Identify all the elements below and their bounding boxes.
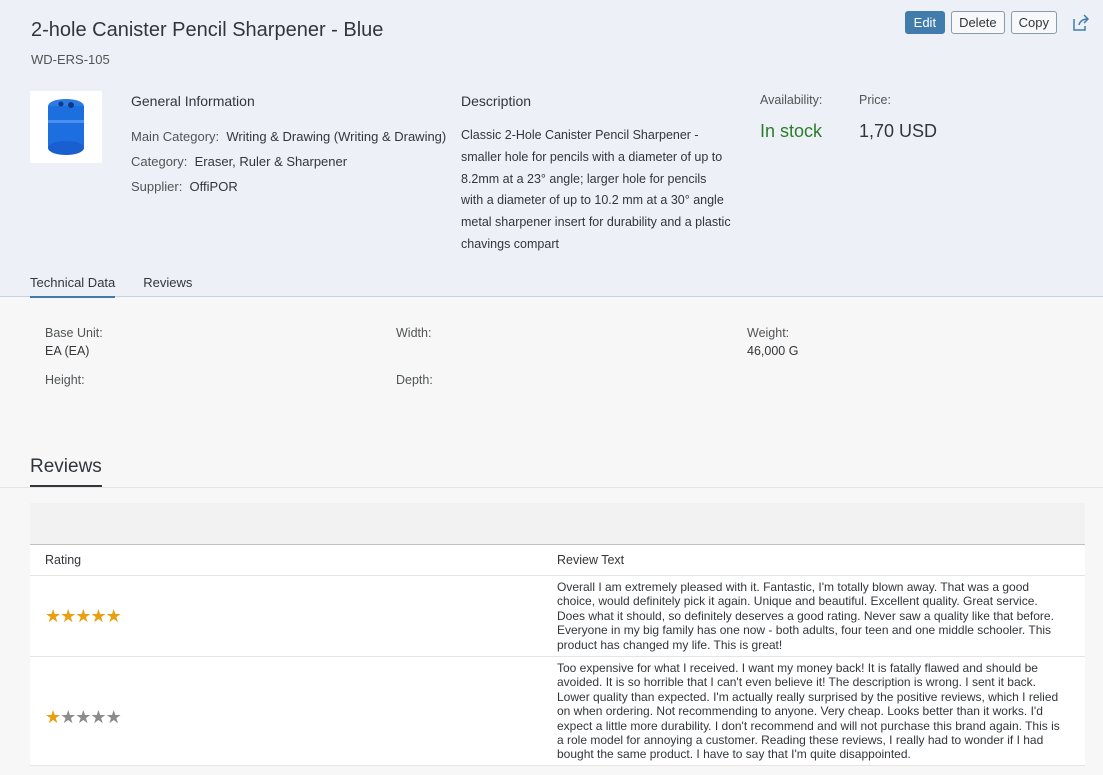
column-header-rating: Rating xyxy=(45,553,82,567)
star-empty-icon: ★ xyxy=(90,706,106,727)
availability-label: Availability: xyxy=(760,93,823,107)
depth-label: Depth: xyxy=(396,373,433,387)
table-toolbar xyxy=(30,503,1085,545)
share-icon[interactable] xyxy=(1071,13,1091,33)
category-value: Eraser, Ruler & Sharpener xyxy=(194,154,348,169)
base-unit-value: EA (EA) xyxy=(45,344,90,358)
price-label: Price: xyxy=(859,93,891,107)
availability-status: In stock xyxy=(760,121,823,141)
star-empty-icon: ★ xyxy=(60,706,76,727)
product-id: WD-ERS-105 xyxy=(31,52,110,67)
page-title: 2-hole Canister Pencil Sharpener - Blue xyxy=(31,19,384,41)
tab-reviews[interactable]: Reviews xyxy=(143,275,193,290)
star-filled-icon: ★ xyxy=(105,605,122,626)
height-label: Height: xyxy=(45,373,85,387)
price-value: 1,70 USD xyxy=(859,121,938,141)
main-category-label: Main Category: xyxy=(131,129,220,144)
review-text: Overall I am extremely pleased with it. … xyxy=(557,580,1054,652)
width-label: Width: xyxy=(396,326,432,340)
reviews-table: Rating Review Text ★ ★ ★ ★ ★ Overall I am ex… xyxy=(30,503,1085,766)
reviews-heading: Reviews xyxy=(30,456,102,487)
star-empty-icon: ★ xyxy=(75,706,91,727)
weight-value: 46,000 G xyxy=(747,344,799,358)
tab-technical-data[interactable]: Technical Data xyxy=(30,275,116,298)
object-header: 2-hole Canister Pencil Sharpener - Blue … xyxy=(0,0,1103,298)
table-row: ★ ★ ★ ★ ★ Overall I am extremely pleased wit… xyxy=(30,576,1085,657)
product-image xyxy=(30,91,102,163)
base-unit-label: Base Unit: xyxy=(45,326,103,340)
supplier-value: OffiPOR xyxy=(189,179,238,194)
main-category-value: Writing & Drawing (Writing & Drawing) xyxy=(226,129,447,144)
category-label: Category: xyxy=(131,154,188,169)
star-filled-icon: ★ xyxy=(75,605,91,626)
delete-button[interactable]: Delete xyxy=(951,11,1005,34)
technical-data-section: Base Unit: EA (EA) Width: Weight: 46,000… xyxy=(0,297,1103,427)
rating-stars: ★ ★ ★ ★ ★ xyxy=(30,657,542,765)
description-text: Classic 2-Hole Canister Pencil Sharpener… xyxy=(461,128,731,251)
star-filled-icon: ★ xyxy=(45,706,61,727)
weight-label: Weight: xyxy=(747,326,790,340)
star-empty-icon: ★ xyxy=(105,706,122,727)
column-header-review-text: Review Text xyxy=(557,552,625,567)
edit-button[interactable]: Edit xyxy=(904,11,946,34)
star-filled-icon: ★ xyxy=(60,605,76,626)
review-text: Too expensive for what I received. I wan… xyxy=(557,661,1060,762)
general-info-heading: General Information xyxy=(131,93,255,109)
rating-stars: ★ ★ ★ ★ ★ xyxy=(30,576,542,656)
divider xyxy=(0,487,1103,488)
star-filled-icon: ★ xyxy=(90,605,106,626)
description-heading: Description xyxy=(461,93,532,109)
table-row: ★ ★ ★ ★ ★ Too expensive for what I received.… xyxy=(30,657,1085,766)
supplier-label: Supplier: xyxy=(131,179,183,194)
star-filled-icon: ★ xyxy=(45,605,61,626)
copy-button[interactable]: Copy xyxy=(1010,11,1057,34)
